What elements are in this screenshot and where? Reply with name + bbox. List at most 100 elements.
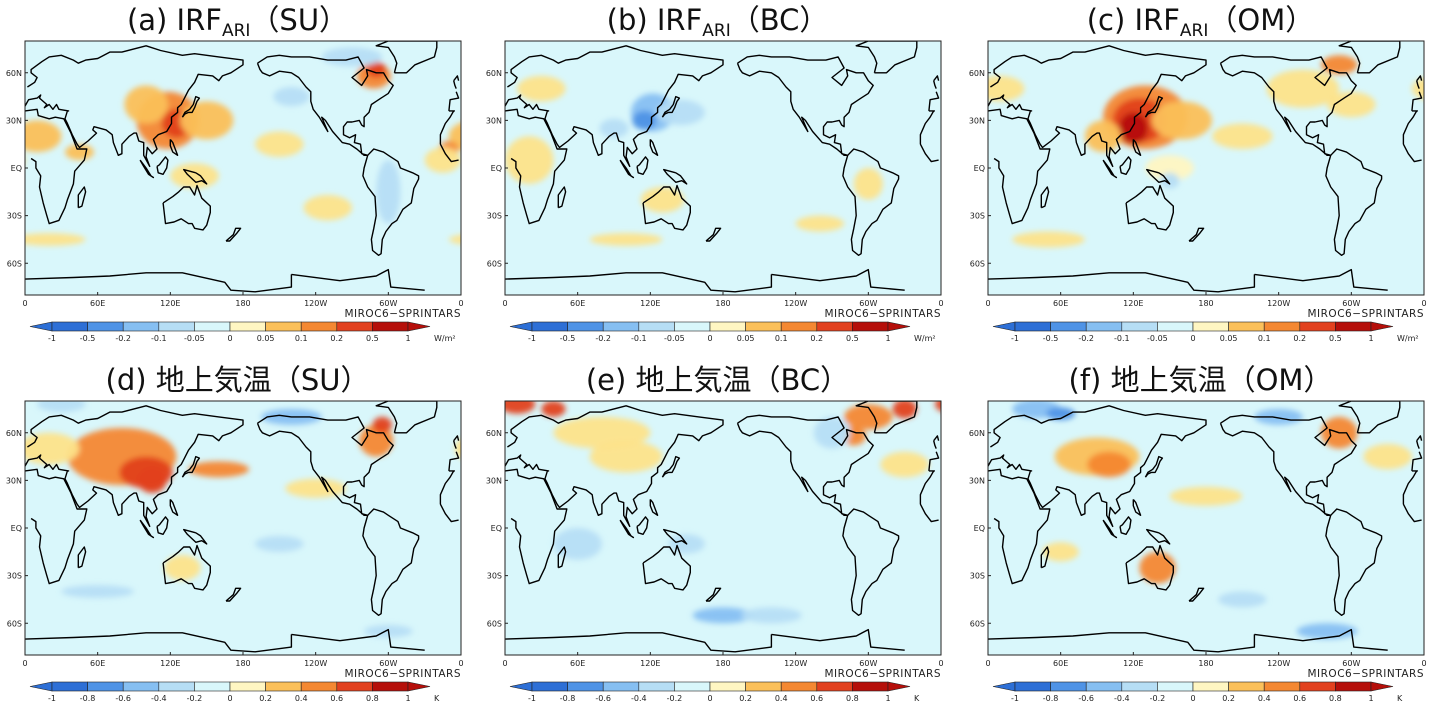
colorbar-tick-label: -1 bbox=[48, 334, 56, 343]
colorbar-segment bbox=[1014, 321, 1051, 332]
lat-tick-label: 30N bbox=[6, 476, 22, 485]
lon-tick-label: 180 bbox=[235, 299, 250, 308]
field-anomaly bbox=[1151, 101, 1213, 140]
coastline bbox=[636, 516, 649, 535]
colorbar-segment bbox=[745, 321, 782, 332]
coastline bbox=[1144, 455, 1164, 478]
model-credit: MIROC6−SPRINTARS bbox=[1307, 308, 1424, 318]
map-background bbox=[505, 41, 941, 295]
colorbar-segment bbox=[1299, 681, 1336, 692]
map-background bbox=[988, 41, 1424, 295]
lat-tick-label: 30N bbox=[486, 476, 502, 485]
coastline bbox=[181, 455, 201, 478]
lat-tick-label: EQ bbox=[11, 164, 22, 173]
colorbar: -1 -0.5 -0.2 -0.1 -0.05 0 0.05 0.1 0.2 0.5 1 W/m² bbox=[509, 321, 936, 343]
colorbar-tick-label: -0.2 bbox=[187, 694, 203, 703]
colorbar-unit: W/m² bbox=[1397, 334, 1419, 343]
lat-tick-label: 60S bbox=[7, 259, 22, 268]
colorbar-extend-low bbox=[992, 321, 1016, 332]
field-anomaly bbox=[517, 75, 566, 102]
coastlines bbox=[988, 401, 1423, 653]
colorbar-segment bbox=[87, 681, 124, 692]
colorbar-tick-label: 1 bbox=[885, 694, 890, 703]
field-anomaly bbox=[255, 131, 304, 157]
colorbar-tick-label: -0.4 bbox=[151, 694, 167, 703]
colorbar-tick-label: -0.6 bbox=[1078, 694, 1094, 703]
colorbar-extend-low bbox=[29, 681, 53, 692]
colorbar-tick-label: 0.2 bbox=[259, 694, 272, 703]
colorbar-segment bbox=[229, 321, 266, 332]
field-anomaly bbox=[505, 401, 536, 414]
map-background bbox=[988, 401, 1424, 655]
field-anomaly bbox=[553, 416, 651, 449]
lat-tick-label: 30S bbox=[7, 212, 22, 221]
coastline bbox=[1416, 435, 1423, 449]
field-layer bbox=[25, 401, 461, 653]
colorbar-tick-label: 0.5 bbox=[366, 334, 379, 343]
field-anomaly bbox=[170, 163, 219, 189]
colorbar-tick-label: 1 bbox=[405, 694, 410, 703]
coastline bbox=[1132, 498, 1142, 516]
colorbar-tick-label: -0.8 bbox=[1043, 694, 1059, 703]
colorbar-segment bbox=[1228, 321, 1265, 332]
coastline bbox=[933, 75, 940, 89]
shaded-field bbox=[505, 401, 941, 624]
coastline bbox=[139, 159, 155, 179]
coastline bbox=[256, 414, 394, 516]
colorbar-extend-high bbox=[407, 321, 431, 332]
panel-b: (b) IRFARI（BC） 60N 30N EQ 30S 60S 0 60E 120E 180… bbox=[480, 0, 955, 358]
coastline bbox=[453, 75, 460, 89]
shaded-field bbox=[25, 401, 461, 638]
lon-tick-label: 60W bbox=[379, 299, 397, 308]
panel-title: (b) IRFARI（BC） bbox=[606, 3, 829, 41]
lon-tick-label: 60E bbox=[570, 659, 585, 668]
panel-title: (e) 地上気温（BC） bbox=[585, 363, 850, 397]
colorbar-segment bbox=[852, 321, 889, 332]
field-anomaly bbox=[1118, 112, 1148, 145]
colorbar-tick-label: 0.4 bbox=[295, 694, 308, 703]
lon-tick-label: 60W bbox=[859, 299, 877, 308]
coastline bbox=[663, 528, 688, 545]
colorbar-segment bbox=[780, 321, 818, 332]
coastline bbox=[183, 168, 208, 185]
colorbar-segment bbox=[1157, 321, 1194, 332]
field-anomaly bbox=[795, 215, 845, 232]
colorbar-tick-label: -0.5 bbox=[1043, 334, 1059, 343]
coastline bbox=[1132, 138, 1142, 156]
colorbar-segment bbox=[852, 681, 889, 692]
lon-tick-label: 60W bbox=[1342, 659, 1360, 668]
coastline bbox=[736, 414, 874, 516]
colorbar-segment bbox=[158, 681, 195, 692]
coastline bbox=[1102, 159, 1118, 179]
lat-tick-label: 30N bbox=[969, 116, 985, 125]
panel-title: (d) 地上気温（SU） bbox=[105, 363, 370, 397]
colorbar-segment bbox=[51, 681, 88, 692]
coastline bbox=[1325, 508, 1383, 616]
colorbar-segment bbox=[158, 321, 195, 332]
colorbar-segment bbox=[1335, 681, 1372, 692]
lon-tick-label: 120E bbox=[1123, 659, 1143, 668]
field-anomaly bbox=[553, 528, 602, 560]
coastline bbox=[1102, 519, 1118, 539]
field-anomaly bbox=[180, 101, 234, 140]
field-anomaly bbox=[505, 136, 554, 184]
panel-e: (e) 地上気温（BC） 60N 30N EQ 30S 60S 0 60E 120E 180 12… bbox=[480, 360, 955, 718]
colorbar-tick-label: -1 bbox=[528, 334, 536, 343]
coastline bbox=[855, 401, 918, 434]
coastline bbox=[139, 519, 155, 539]
panel-c: (c) IRFARI（OM） 60N 30N EQ 30S 60S 0 60E 120E 180… bbox=[963, 0, 1438, 358]
colorbar-tick-label: 1 bbox=[405, 334, 410, 343]
coastline bbox=[505, 468, 939, 585]
colorbar-tick-label: 0 bbox=[1190, 694, 1195, 703]
panel-title: (f) 地上気温（OM） bbox=[1068, 363, 1333, 397]
colorbar-segment bbox=[300, 321, 338, 332]
coastlines bbox=[505, 41, 940, 293]
coastline bbox=[362, 148, 420, 256]
coastline bbox=[705, 227, 722, 242]
field-anomaly bbox=[1012, 231, 1085, 248]
colorbar-segment bbox=[602, 321, 640, 332]
colorbar: -1 -0.8 -0.6 -0.4 -0.2 0 0.2 0.4 0.6 0.8 1 K bbox=[992, 681, 1403, 703]
colorbar-segment bbox=[300, 681, 338, 692]
lat-tick-label: 60N bbox=[969, 429, 985, 438]
